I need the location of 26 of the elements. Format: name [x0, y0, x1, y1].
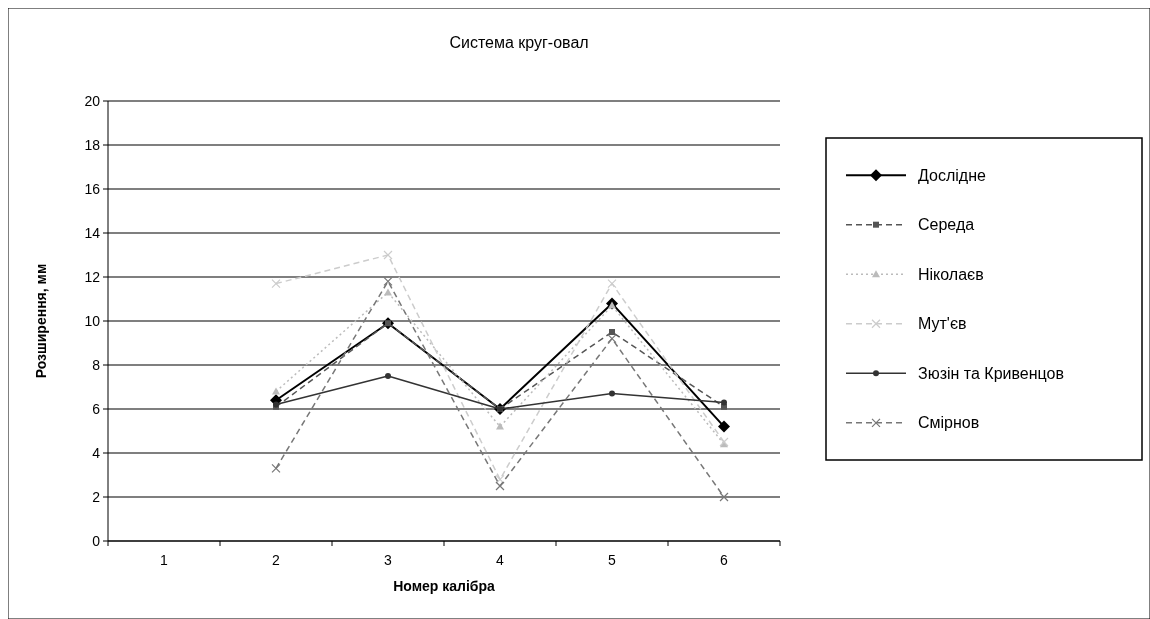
x-tick-label: 6 [720, 552, 729, 568]
x-tick-label: 5 [608, 552, 617, 568]
y-tick-label: 16 [84, 180, 101, 197]
legend-label: Зюзін та Кривенцов [918, 364, 1064, 382]
y-tick-label: 10 [84, 312, 101, 329]
y-tick-label: 12 [84, 268, 101, 285]
legend-label: Мут'єв [918, 315, 967, 333]
x-tick-label: 3 [384, 552, 393, 568]
y-tick-label: 18 [84, 136, 101, 153]
y-tick-label: 14 [84, 224, 101, 241]
x-tick-label: 4 [496, 552, 505, 568]
legend-label: Середа [918, 216, 975, 234]
x-tick-label: 1 [160, 552, 169, 568]
y-tick-label: 6 [92, 400, 101, 417]
x-tick-label: 2 [272, 552, 281, 568]
y-tick-label: 20 [84, 92, 101, 109]
y-tick-label: 0 [92, 532, 101, 549]
y-axis-title: Розширення, мм [33, 263, 49, 379]
y-tick-label: 8 [92, 356, 101, 373]
x-axis-title: Номер калібра [393, 578, 496, 594]
legend-label: Дослідне [918, 166, 986, 184]
y-tick-label: 4 [92, 444, 101, 461]
y-tick-label: 2 [92, 488, 101, 505]
chart-title: Система круг-овал [449, 34, 589, 51]
legend-label: Ніколаєв [918, 265, 984, 283]
legend-label: Смірнов [918, 414, 980, 432]
